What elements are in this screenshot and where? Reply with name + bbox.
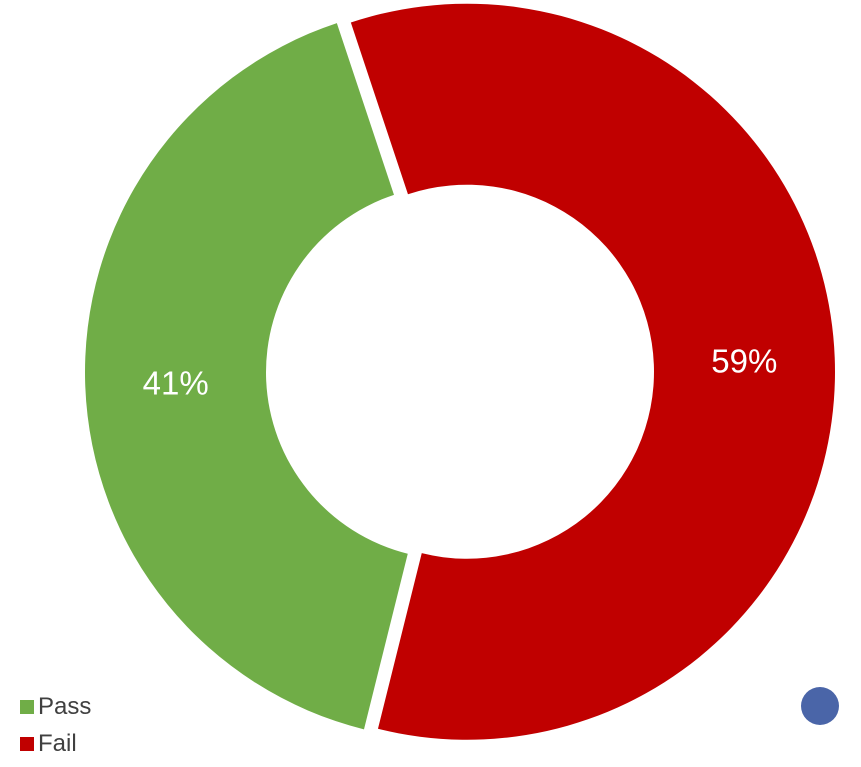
- legend-label-fail: Fail: [38, 729, 77, 757]
- slice-label-fail: 59%: [711, 343, 777, 380]
- slice-label-pass: 41%: [143, 364, 209, 401]
- legend-item-fail[interactable]: Fail: [20, 725, 91, 762]
- legend-label-pass: Pass: [38, 692, 92, 720]
- legend-swatch-pass: [20, 699, 34, 714]
- scroll-indicator-dot[interactable]: [801, 687, 839, 725]
- legend-swatch-fail: [20, 736, 34, 751]
- donut-labels: 41% 59%: [143, 343, 778, 402]
- slice-fail[interactable]: [350, 3, 835, 740]
- donut-slices: [85, 3, 835, 740]
- slice-pass[interactable]: [85, 23, 408, 730]
- chart-legend: Pass Fail: [20, 688, 91, 762]
- legend-item-pass[interactable]: Pass: [20, 688, 91, 725]
